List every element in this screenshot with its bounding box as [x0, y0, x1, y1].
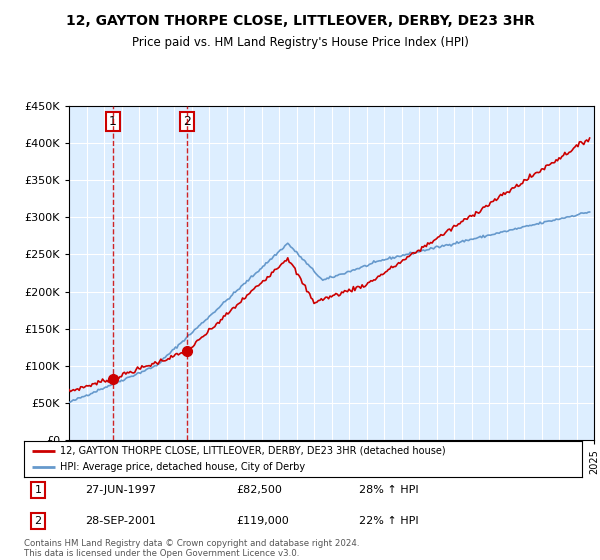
Text: 12, GAYTON THORPE CLOSE, LITTLEOVER, DERBY, DE23 3HR (detached house): 12, GAYTON THORPE CLOSE, LITTLEOVER, DER… — [60, 446, 446, 455]
Text: 27-JUN-1997: 27-JUN-1997 — [85, 486, 157, 495]
Text: Contains HM Land Registry data © Crown copyright and database right 2024.
This d: Contains HM Land Registry data © Crown c… — [24, 539, 359, 558]
Text: 2: 2 — [34, 516, 41, 526]
Text: 28% ↑ HPI: 28% ↑ HPI — [359, 486, 418, 495]
Text: HPI: Average price, detached house, City of Derby: HPI: Average price, detached house, City… — [60, 463, 305, 472]
Text: 1: 1 — [34, 486, 41, 495]
Text: 2: 2 — [183, 115, 191, 128]
Text: 22% ↑ HPI: 22% ↑ HPI — [359, 516, 418, 526]
Text: Price paid vs. HM Land Registry's House Price Index (HPI): Price paid vs. HM Land Registry's House … — [131, 36, 469, 49]
Text: 1: 1 — [109, 115, 116, 128]
Text: 12, GAYTON THORPE CLOSE, LITTLEOVER, DERBY, DE23 3HR: 12, GAYTON THORPE CLOSE, LITTLEOVER, DER… — [65, 14, 535, 28]
Text: £82,500: £82,500 — [236, 486, 282, 495]
Text: 28-SEP-2001: 28-SEP-2001 — [85, 516, 157, 526]
Text: £119,000: £119,000 — [236, 516, 289, 526]
